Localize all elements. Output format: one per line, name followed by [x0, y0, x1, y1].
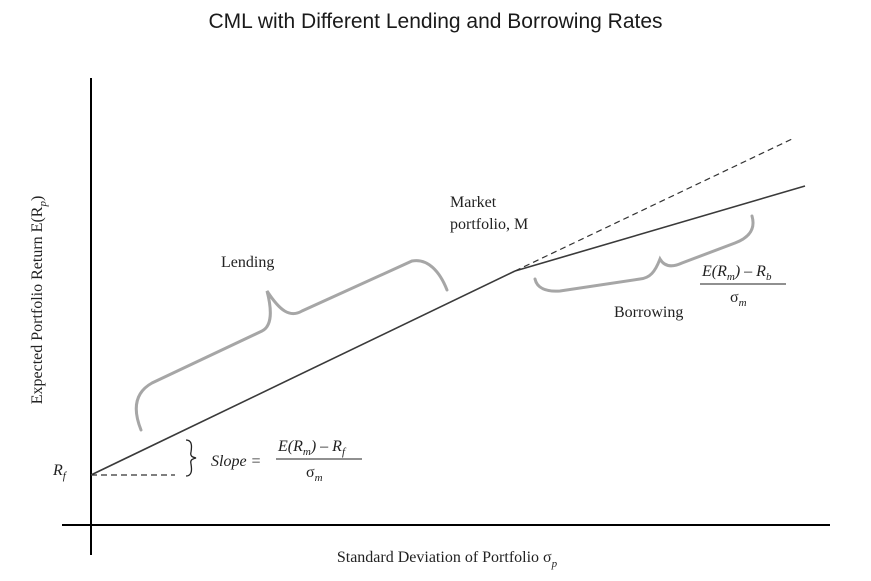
borrowing-brace — [533, 214, 755, 293]
borrowing-label: Borrowing — [614, 304, 683, 321]
x-axis-label: Standard Deviation of Portfolio σp — [337, 549, 558, 570]
borrow-slope-numerator: E(Rm) – Rb — [701, 263, 772, 283]
slope-word: Slope = — [211, 453, 261, 470]
market-portfolio-label-line2: portfolio, M — [450, 216, 528, 233]
borrow-slope-denominator: σm — [730, 289, 747, 309]
lending-line — [90, 270, 516, 476]
slope-brace — [185, 439, 197, 477]
chart-title: CML with Different Lending and Borrowing… — [208, 10, 663, 33]
borrowing-line — [514, 185, 806, 272]
market-portfolio-label-line1: Market — [450, 194, 497, 211]
slope-numerator: E(Rm) – Rf — [277, 438, 347, 458]
y-axis-label: Expected Portfolio Return E(Rp) — [29, 196, 49, 405]
slope-denominator: σm — [306, 464, 323, 484]
extended-cml-dashed — [514, 138, 793, 272]
rf-label: Rf — [52, 462, 68, 482]
lending-label: Lending — [221, 254, 274, 271]
lending-brace — [134, 259, 449, 432]
